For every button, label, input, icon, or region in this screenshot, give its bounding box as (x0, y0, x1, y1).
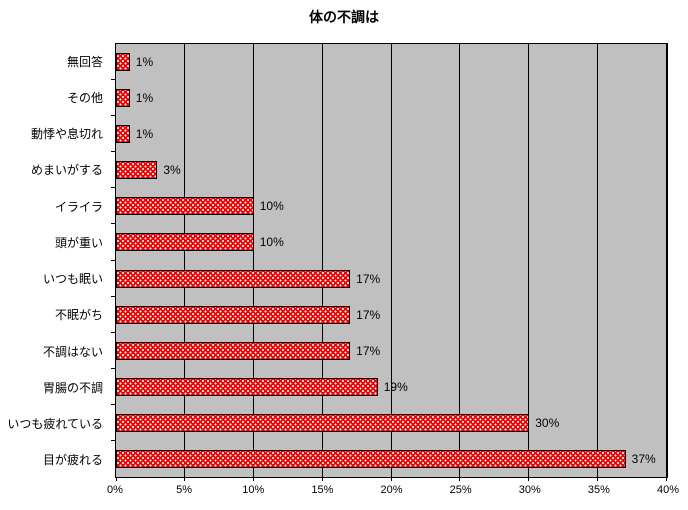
bar-value-label: 1% (135, 91, 154, 106)
bar (116, 269, 351, 288)
category-label: 不眠がち (54, 308, 103, 323)
y-axis-tick (111, 79, 116, 81)
category-label: いつも疲れている (7, 417, 103, 432)
category-label: 動悸や息切れ (30, 127, 103, 142)
y-axis-tick (111, 367, 116, 369)
x-axis-labels: 0% 5% 10% 15% 20% 25% 30% 35% 40% (107, 484, 679, 500)
bar-row: 19% (116, 369, 667, 405)
bar-row: 10% (116, 224, 667, 260)
category-label: 無回答 (66, 54, 103, 69)
x-axis-tick-label: 30% (518, 484, 541, 496)
x-axis-tick (183, 477, 185, 481)
category-label: 目が疲れる (42, 453, 103, 468)
x-axis-tick (390, 477, 392, 481)
y-axis-tick (111, 223, 116, 225)
bar (116, 449, 626, 468)
bar-row: 1% (116, 80, 667, 116)
bar (116, 341, 351, 360)
bar-row: 17% (116, 297, 667, 333)
y-axis-tick (111, 115, 116, 117)
gridline (459, 44, 461, 477)
category-label: 頭が重い (54, 235, 103, 250)
y-axis-tick (111, 403, 116, 405)
x-axis-tick (528, 477, 530, 481)
x-axis-tick-label: 20% (380, 484, 403, 496)
x-axis-tick-label: 0% (107, 484, 123, 496)
bar-value-label: 37% (631, 451, 656, 466)
y-axis-tick (111, 331, 116, 333)
bar-row: 1% (116, 116, 667, 152)
bar (116, 305, 351, 324)
y-axis-tick (111, 439, 116, 441)
gridline (252, 44, 254, 477)
bar (116, 413, 530, 432)
gridline (183, 44, 185, 477)
bar (116, 53, 130, 72)
bar-row: 10% (116, 188, 667, 224)
bar (116, 161, 158, 180)
category-label: いつも眠い (42, 272, 103, 287)
bar-value-label: 10% (259, 235, 284, 250)
bar (116, 197, 254, 216)
category-label: 不調はない (42, 344, 103, 359)
bar (116, 233, 254, 252)
bar (116, 125, 130, 144)
plot-area: 1% 1% 1% 3% 10% 10% 17% 17% 17% 19% 30% 37% (111, 43, 668, 481)
x-axis-tick (666, 477, 667, 481)
bar-value-label: 17% (356, 307, 381, 322)
bar-value-label: 17% (356, 343, 381, 358)
bar-row: 17% (116, 261, 667, 297)
bar-row: 30% (116, 405, 667, 441)
chart-title: 体の不調は (309, 9, 379, 25)
gridline (597, 44, 599, 477)
x-axis-tick (597, 477, 599, 481)
x-axis-tick (252, 477, 254, 481)
bar-value-label: 17% (356, 271, 381, 286)
gridline (528, 44, 530, 477)
y-axis-tick (111, 187, 116, 189)
gridline (321, 44, 323, 477)
y-axis-tick (111, 151, 116, 153)
bar-value-label: 10% (259, 199, 284, 214)
gridline (666, 44, 667, 477)
category-label: 胃腸の不調 (42, 380, 103, 395)
y-axis-tick (111, 259, 116, 261)
x-axis-tick-label: 10% (242, 484, 265, 496)
x-axis-tick-label: 15% (311, 484, 334, 496)
bar-row: 37% (116, 441, 667, 477)
x-axis-tick-label: 5% (176, 484, 193, 496)
x-axis-tick (116, 477, 117, 481)
x-axis-tick (459, 477, 461, 481)
y-axis-tick (111, 295, 116, 297)
category-label: その他 (66, 90, 103, 105)
bar-value-label: 3% (163, 163, 181, 178)
x-axis-tick-label: 25% (449, 484, 472, 496)
x-axis-tick-label: 40% (656, 484, 680, 496)
bar-row: 1% (116, 44, 667, 80)
x-axis-tick (321, 477, 323, 481)
category-label: めまいがする (30, 163, 103, 178)
bar (116, 377, 378, 396)
category-label: イライラ (54, 199, 103, 214)
bar-value-label: 30% (535, 415, 560, 430)
bar (116, 89, 130, 108)
y-axis-labels: 無回答その他動悸や息切れ めまいがするイライラ頭が重いいつも眠い不眠がち不調はない… (0, 43, 109, 478)
bar-value-label: 19% (383, 379, 408, 394)
gridline (390, 44, 392, 477)
bar-row: 3% (116, 152, 667, 188)
x-axis-tick-label: 35% (587, 484, 610, 496)
bar-value-label: 1% (135, 55, 154, 70)
bar-value-label: 1% (135, 127, 154, 142)
bar-row: 17% (116, 333, 667, 369)
